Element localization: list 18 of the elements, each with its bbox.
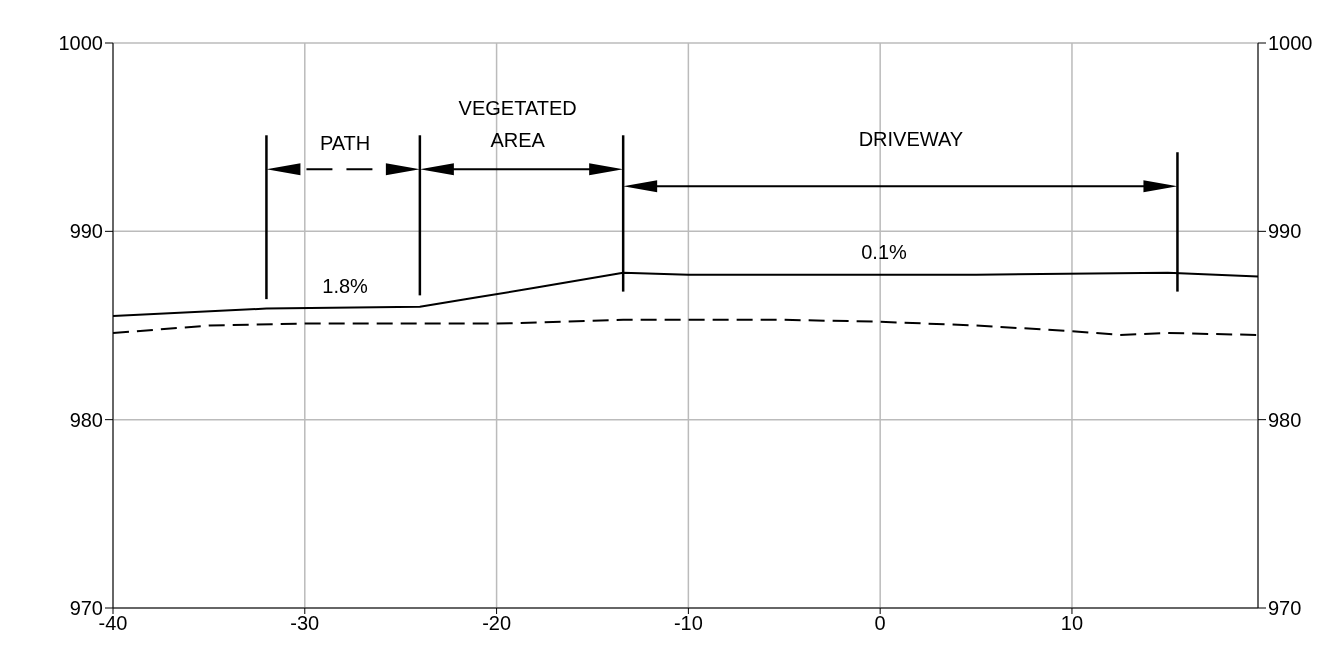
y2-tick-label: 970 xyxy=(1268,597,1302,620)
annotation: 0.1% xyxy=(861,241,908,264)
x-tick-label: -20 xyxy=(482,612,512,635)
annotation: VEGETATED AREA xyxy=(458,97,577,152)
x-tick-label: -30 xyxy=(290,612,320,635)
y-tick-label: 980 xyxy=(69,408,103,431)
y2-tick-label: 980 xyxy=(1268,408,1302,431)
x-tick-label: 10 xyxy=(1060,612,1084,635)
y2-tick-label: 990 xyxy=(1268,220,1302,243)
x-tick-label: -10 xyxy=(673,612,703,635)
y-tick-label: 990 xyxy=(69,220,103,243)
y2-tick-label: 1000 xyxy=(1268,32,1313,55)
y-tick-label: 970 xyxy=(69,597,103,620)
annotation: PATH xyxy=(319,131,371,154)
y-tick-label: 1000 xyxy=(58,32,103,55)
x-tick-label: 0 xyxy=(874,612,886,635)
annotation: 1.8% xyxy=(322,275,369,298)
annotation: DRIVEWAY xyxy=(858,128,964,151)
